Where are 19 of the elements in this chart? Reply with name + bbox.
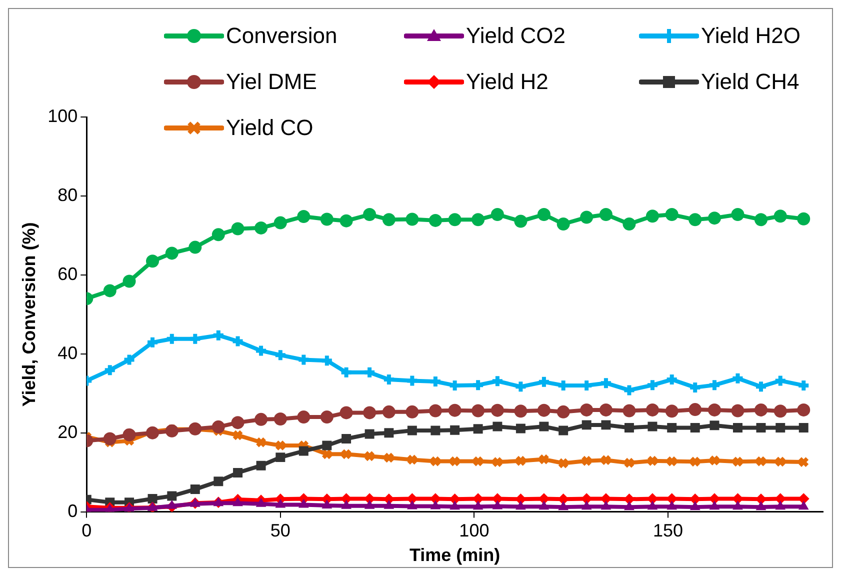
- y-tick-label: 60: [58, 264, 78, 284]
- legend-label: Yield H2O: [701, 23, 800, 49]
- legend-label: Yield CO2: [466, 23, 566, 49]
- legend-label: Yield H2: [466, 69, 548, 95]
- y-tick-label: 20: [58, 422, 78, 442]
- legend-label: Yield CH4: [701, 69, 800, 95]
- x-tick-label: 100: [459, 520, 490, 541]
- legend-label: Yiel DME: [226, 69, 317, 95]
- y-axis-title: Yield, Conversion (%): [18, 222, 39, 407]
- legend-label: Yield CO: [226, 115, 314, 141]
- x-axis-title: Time (min): [409, 545, 500, 566]
- y-tick-label: 0: [68, 500, 78, 521]
- x-tick-label: 150: [652, 520, 683, 541]
- y-tick-label: 80: [58, 184, 78, 205]
- y-tick-label: 100: [48, 106, 78, 126]
- x-tick-label: 0: [82, 520, 92, 541]
- x-tick-label: 50: [270, 520, 290, 541]
- legend-label: Conversion: [226, 23, 338, 49]
- y-tick-label: 40: [58, 342, 78, 363]
